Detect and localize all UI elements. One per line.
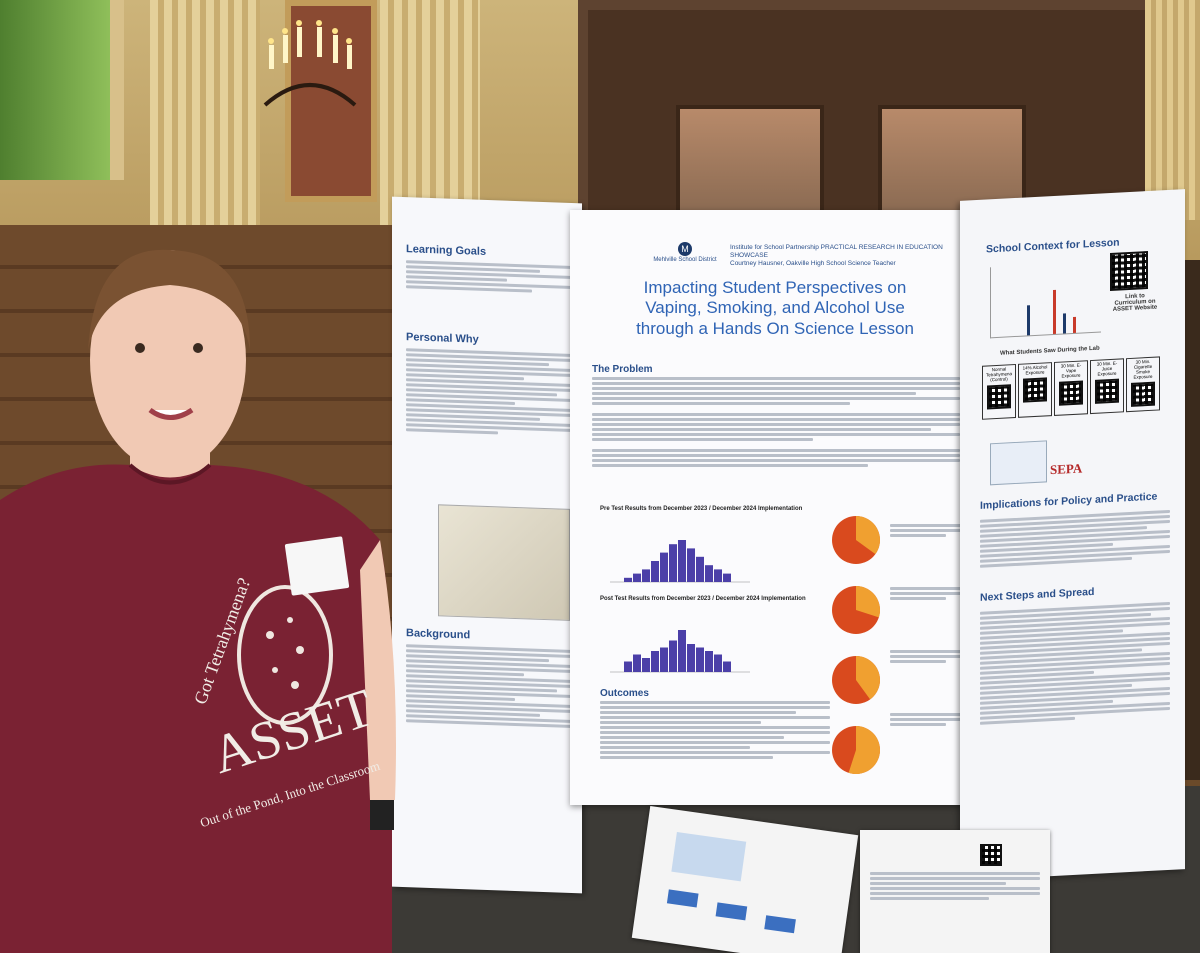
window-left [0,0,124,180]
pie-slice [856,656,880,700]
histogram-bar [624,661,632,672]
pre-test-heading: Pre Test Results from December 2023 / De… [600,506,803,512]
histogram-bar [633,573,641,582]
pie-slice [856,586,880,618]
author-line: Courtney Hausner, Oakville High School S… [730,259,896,267]
handout-map [671,831,747,882]
lab-column-label: 30 Min. E-Vape Exposure [1060,362,1082,379]
histogram-bar [660,647,668,672]
title-line: Vaping, Smoking, and Alcohol Use [645,298,905,318]
pre-test-histogram [610,540,750,583]
lab-column-label: 14% Alcohol Exposure [1022,364,1048,376]
histogram-bar [678,540,686,582]
implications-heading: Implications for Policy and Practice [980,490,1158,512]
learning-goals-heading: Learning Goals [406,243,487,258]
poster-title: Impacting Student Perspectives on Vaping… [590,278,960,339]
poster-right-panel: School Context for Lesson Link to Curric… [960,189,1185,881]
outcomes-heading: Outcomes [600,688,649,699]
sepa-logo: SEPA [1050,460,1083,478]
lab-column-label: 30 Min. Cigarette Smoke Exposure [1133,358,1153,380]
pie-slice [848,726,880,774]
histogram-bar [687,644,695,672]
post-test-histogram [610,630,750,673]
pillar [1145,0,1200,220]
histogram-bar [687,548,695,582]
histogram-bar [651,651,659,672]
next-steps-heading: Next Steps and Spread [980,585,1095,604]
histogram-bar [642,569,650,582]
poster-left-panel: Learning Goals Personal Why Background [392,196,582,894]
presenter [0,249,396,953]
histogram-bar [714,654,722,672]
personal-why-heading: Personal Why [406,331,479,346]
district-name: Mehlville School District [653,257,717,263]
survey-pie-charts [832,516,880,774]
histogram-bar [624,577,632,582]
histogram-bar [696,556,704,582]
school-context-heading: School Context for Lesson [986,236,1120,256]
lab-caption: What Students Saw During the Lab [1000,345,1100,357]
histogram-bar [714,569,722,582]
histogram-bar [669,640,677,672]
handout[interactable] [860,830,1050,953]
pie-legends [890,510,970,728]
pillar [150,0,260,230]
context-chart [990,261,1101,339]
asset-logo [990,440,1047,486]
showcase-name: Institute for School Partnership PRACTIC… [730,244,943,259]
title-line: through a Hands On Science Lesson [636,318,914,338]
curriculum-qr-code[interactable] [1110,251,1148,292]
next-steps-text [980,600,1170,727]
histogram-bar [723,661,731,672]
pillar [380,0,480,230]
sconce-icon [263,20,357,107]
histogram-bar [642,658,650,672]
district-logo: M Mehlville School District [650,242,720,263]
district-logo-icon: M [678,242,692,256]
lab-grid: Normal Tetrahymena (Control) 14% Alcohol… [982,356,1160,420]
histogram-bar [669,544,677,582]
histogram-bar [660,552,668,582]
histogram-bar [633,654,641,672]
qr-caption: Link to Curriculum on ASSET Website [1112,293,1158,313]
histogram-bar [696,647,704,672]
pie-slice [856,516,880,555]
student-drawings [438,504,570,621]
poster-header: Institute for School Partnership PRACTIC… [730,244,980,267]
lab-column-label: 30 Min. E-Juice Exposure [1096,360,1118,377]
histogram-bar [705,565,713,582]
lab-column-label: Normal Tetrahymena (Control) [985,366,1012,383]
title-line: Impacting Student Perspectives on [643,278,907,297]
implications-text [980,508,1170,570]
problem-heading: The Problem [592,364,653,375]
door-window [676,105,824,218]
background-heading: Background [406,627,471,642]
poster-center-panel: M Mehlville School District Institute fo… [570,210,980,805]
histogram-bar [651,561,659,582]
histogram-bar [678,630,686,672]
histogram-bar [705,651,713,672]
post-test-heading: Post Test Results from December 2023 / D… [600,596,806,602]
name-tag [284,536,350,596]
histogram-bar [723,573,731,582]
